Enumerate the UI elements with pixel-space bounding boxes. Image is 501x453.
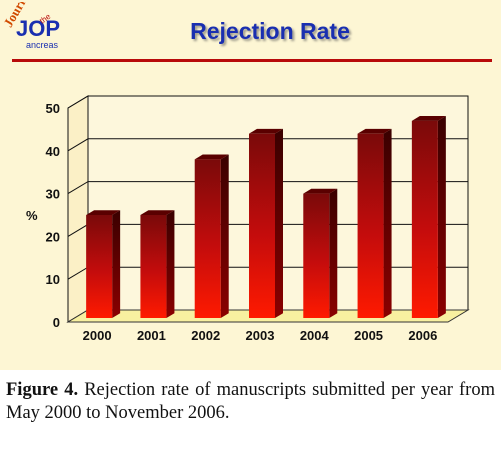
y-tick-label: 50 (46, 101, 60, 116)
bar (357, 128, 392, 318)
bar-front (411, 120, 438, 318)
gridline (67, 181, 468, 195)
x-tick-label: 2003 (246, 328, 275, 343)
bar-top (411, 116, 446, 121)
bar-top (194, 154, 229, 160)
side-wall (67, 95, 89, 323)
bar-front (86, 215, 113, 318)
y-tick-label: 20 (46, 229, 60, 244)
caption-label: Figure 4. (6, 380, 79, 400)
journal-logo: Journal JOP the ancreas (2, 2, 60, 50)
bar-side (275, 128, 283, 318)
bars (86, 116, 446, 318)
figure-caption: Figure 4. Rejection rate of manuscripts … (6, 379, 495, 425)
bar (140, 210, 175, 318)
bar-top (140, 210, 175, 215)
title-divider (12, 59, 492, 62)
x-axis-ticks: 2000 2001 2002 2003 2004 2005 2006 (83, 328, 438, 343)
logo-letters: JOP (16, 16, 60, 41)
bar-side (112, 210, 121, 318)
bar (86, 210, 121, 318)
y-tick-label: 30 (46, 187, 60, 202)
bar-side (166, 210, 175, 318)
bar-top (357, 128, 392, 134)
x-tick-label: 2006 (408, 328, 437, 343)
bar-chart: 0 10 20 30 40 50 2000 2001 2002 2003 2004 2005 2006… (26, 95, 470, 343)
bar-front (140, 215, 167, 318)
caption-text: Rejection rate of manuscripts submitted … (6, 380, 495, 423)
bar-side (220, 154, 229, 318)
bar (194, 154, 229, 318)
y-tick-label: 10 (46, 272, 60, 287)
gridline (67, 138, 468, 152)
y-tick-label: 40 (46, 144, 60, 159)
x-tick-label: 2001 (137, 328, 166, 343)
y-axis-label: % (26, 208, 38, 223)
bar-top (86, 210, 121, 215)
bar (411, 116, 446, 318)
logo-ancreas-text: ancreas (26, 40, 59, 50)
bar-front (303, 193, 330, 318)
x-tick-label: 2005 (354, 328, 383, 343)
x-tick-label: 2002 (191, 328, 220, 343)
x-tick-label: 2000 (83, 328, 112, 343)
bar-top (249, 128, 283, 134)
y-tick-label: 0 (53, 315, 60, 330)
bar-side (437, 116, 446, 318)
bar (303, 188, 338, 318)
bar-front (249, 133, 275, 318)
bar-front (357, 133, 384, 318)
bar-top (303, 188, 338, 194)
x-tick-label: 2004 (300, 328, 330, 343)
bar-front (194, 159, 221, 318)
bar-side (383, 128, 392, 318)
bar (249, 128, 283, 318)
gridline (67, 95, 468, 109)
bar-side (329, 188, 338, 318)
y-axis-ticks: 0 10 20 30 40 50 (46, 101, 60, 330)
chart-title: Rejection Rate (190, 18, 350, 44)
